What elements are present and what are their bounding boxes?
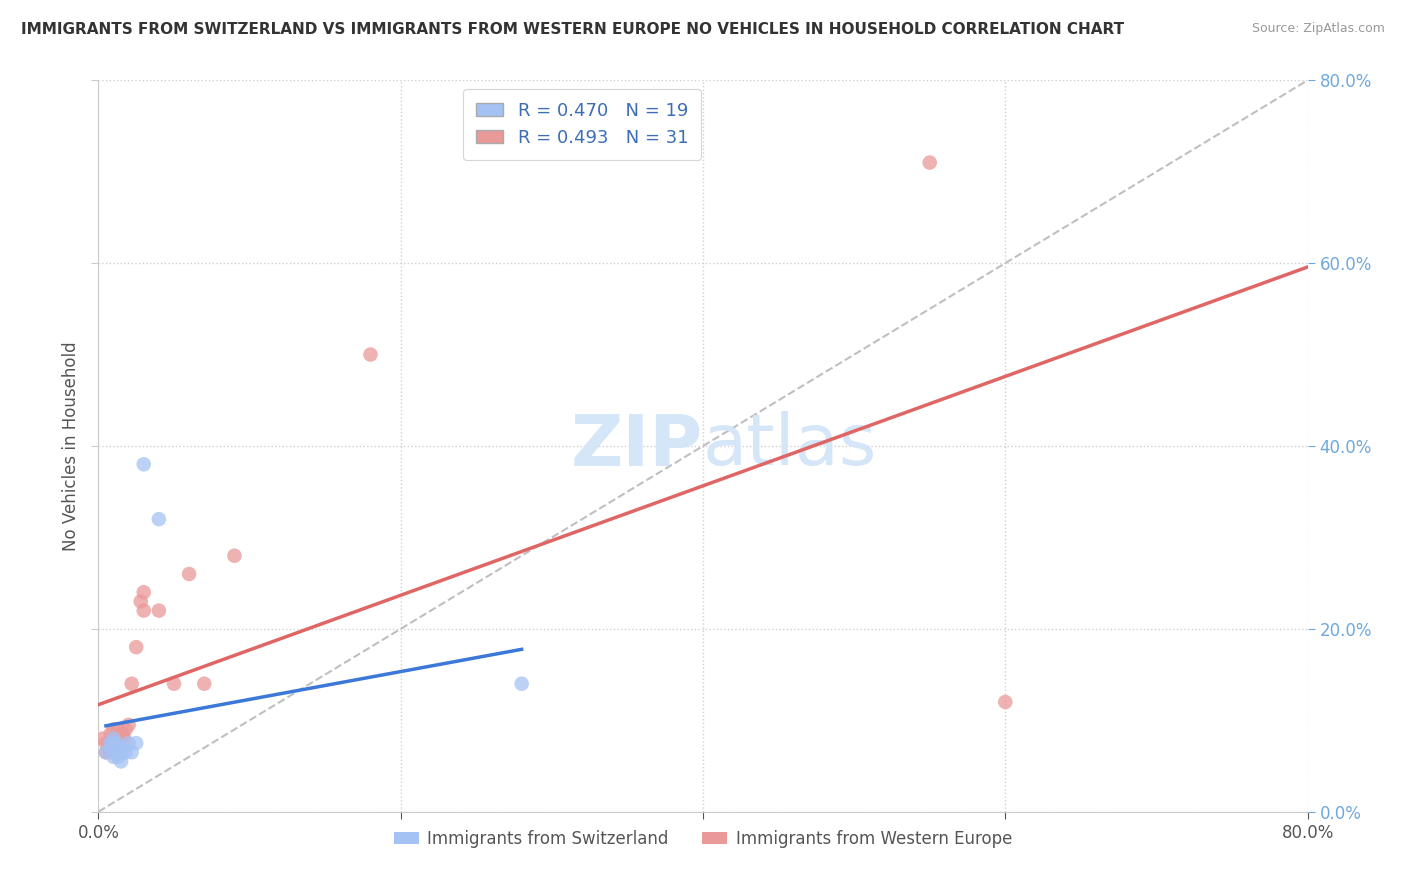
Y-axis label: No Vehicles in Household: No Vehicles in Household (62, 341, 80, 551)
Point (107, 723, 129, 737)
Point (179, 567, 201, 582)
Point (110, 731, 132, 746)
Point (224, 549, 246, 563)
Point (111, 740, 134, 755)
Point (132, 603, 155, 617)
Point (94, 736, 117, 750)
Point (118, 736, 141, 750)
Text: atlas: atlas (703, 411, 877, 481)
Point (121, 745, 143, 759)
Point (510, 676, 533, 690)
Point (148, 512, 170, 526)
Point (105, 736, 128, 750)
Point (100, 745, 122, 759)
Text: IMMIGRANTS FROM SWITZERLAND VS IMMIGRANTS FROM WESTERN EUROPE NO VEHICLES IN HOU: IMMIGRANTS FROM SWITZERLAND VS IMMIGRANT… (21, 22, 1125, 37)
Point (163, 676, 186, 690)
Point (110, 755, 132, 769)
Point (125, 640, 148, 655)
Point (98, 740, 121, 755)
Point (118, 718, 141, 732)
Legend: Immigrants from Switzerland, Immigrants from Western Europe: Immigrants from Switzerland, Immigrants … (388, 823, 1018, 855)
Point (360, 347, 382, 362)
Point (918, 155, 941, 169)
Point (994, 695, 1017, 709)
Point (103, 723, 125, 737)
Point (114, 745, 136, 759)
Point (103, 740, 125, 755)
Point (110, 745, 132, 759)
Point (125, 736, 148, 750)
Point (103, 731, 125, 746)
Point (100, 727, 122, 741)
Point (148, 603, 170, 617)
Point (129, 594, 152, 608)
Point (105, 736, 128, 750)
Point (100, 740, 122, 755)
Point (132, 585, 155, 599)
Point (91, 731, 114, 746)
Point (100, 736, 122, 750)
Point (107, 740, 129, 755)
Point (105, 745, 128, 759)
Point (94, 745, 117, 759)
Point (105, 731, 128, 746)
Point (94, 745, 117, 759)
Point (132, 457, 155, 471)
Point (103, 731, 125, 746)
Point (107, 749, 129, 764)
Text: ZIP: ZIP (571, 411, 703, 481)
Text: Source: ZipAtlas.com: Source: ZipAtlas.com (1251, 22, 1385, 36)
Point (121, 676, 143, 690)
Point (100, 736, 122, 750)
Point (111, 727, 134, 741)
Point (193, 676, 215, 690)
Point (114, 723, 136, 737)
Point (112, 731, 135, 746)
Point (103, 749, 125, 764)
